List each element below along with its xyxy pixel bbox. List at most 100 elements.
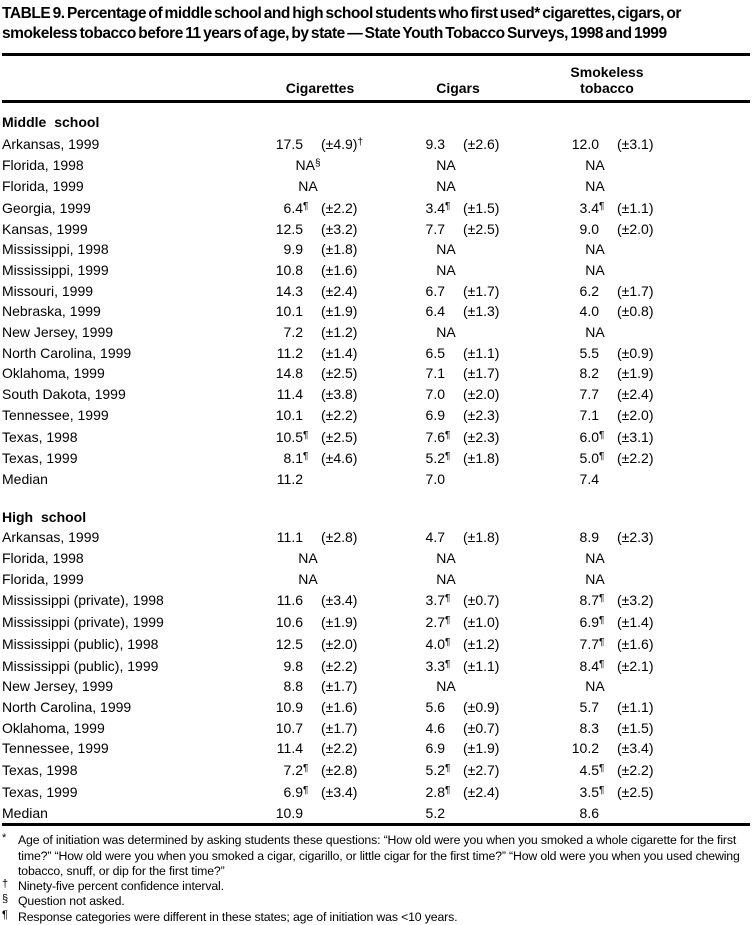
percentage-value: 4.0 [425,635,445,652]
value-cell: 11.4 [240,738,312,759]
percentage-value: 10.5 [275,428,303,445]
percentage-value: 4.6 [425,719,445,736]
table-body: Middle school Arkansas, 1999 17.5 (±4.9)† 9.… [2,102,750,824]
value-cell: 4.6 [376,718,454,739]
state-label: North Carolina, 1999 [2,698,132,715]
state-label: Texas, 1998 [2,428,78,445]
table-row: South Dakota, 1999 11.4 (±3.8) 7.0 (±2.0) 7.7… [2,384,750,405]
table-row: Missouri, 1999 14.3 (±2.4) 6.7 (±1.7) 6.2 (±1.… [2,281,750,302]
ci-cell: (±3.2) [608,589,674,611]
state-label: Oklahoma, 1999 [2,719,105,736]
confidence-interval: (±2.6) [463,135,500,152]
confidence-interval: (±1.4) [321,344,358,361]
confidence-interval: (±1.2) [463,635,500,652]
spacer-cell [674,548,750,569]
percentage-value: 3.4 [579,199,600,216]
table-row: North Carolina, 1999 11.2 (±1.4) 6.5 (±1.1) 5… [2,343,750,364]
na-cell: NA [376,260,516,281]
na-value: NA [298,178,318,195]
column-header-label: Smokeless tobacco [570,64,644,96]
ci-cell: (±1.4) [608,611,674,633]
table-row: Mississippi (private), 1999 10.6 (±1.9) 2.7… [2,611,750,633]
percentage-value: 17.5 [275,135,303,152]
percentage-value: 10.6 [275,614,303,631]
value-cell: 12.5 [240,633,312,655]
confidence-interval: (±2.0) [321,635,358,652]
ci-cell: (±1.1) [454,343,516,364]
value-cell: 6.4 [376,301,454,322]
confidence-interval: (±2.8) [321,529,358,546]
percentage-value: 8.6 [579,804,600,821]
percentage-value: 8.9 [579,529,600,546]
percentage-value: 10.8 [275,261,303,278]
percentage-value: 10.9 [275,698,303,715]
table-row: Texas, 1999 8.1¶ (±4.6) 5.2¶ (±1.8) 5.0¶ (±2.2… [2,447,750,469]
spacer-cell [674,322,750,343]
ci-cell: (±2.5) [312,426,376,448]
ci-cell: (±1.7) [312,676,376,697]
spacer-cell [674,611,750,633]
confidence-interval: (±1.8) [321,241,358,258]
state-label: Mississippi (private), 1999 [2,614,164,631]
percentage-value: 4.0 [579,303,600,320]
ci-cell: (±1.9) [312,301,376,322]
confidence-interval: (±2.2) [617,762,654,779]
value-cell: 17.5 [240,133,312,155]
header-row: Cigarettes Cigars Smokeless tobacco [2,56,750,103]
confidence-interval: (±4.9) [321,135,358,152]
confidence-interval: (±2.2) [617,450,654,467]
percentage-value: 9.8 [283,657,303,674]
percentage-value: 10.2 [571,740,600,757]
ci-cell: (±0.7) [454,718,516,739]
confidence-interval: (±2.4) [321,282,358,299]
value-cell: 11.1 [240,527,312,548]
value-footnote-mark: ¶ [303,784,309,796]
spacer-cell [674,219,750,240]
percentage-value: 5.2 [425,804,445,821]
confidence-interval: (±1.6) [321,261,358,278]
na-cell: NA [376,548,516,569]
value-cell: 10.8 [240,260,312,281]
percentage-value: 10.9 [275,804,303,821]
confidence-interval: (±3.4) [617,740,654,757]
spacer-cell [674,343,750,364]
spacer-cell [674,197,750,219]
table-row: Mississippi (public), 1999 9.8 (±2.2) 3.3¶(… [2,655,750,677]
percentage-value: 9.0 [579,220,600,237]
state-label: New Jersey, 1999 [2,324,114,341]
percentage-value: 7.0 [425,470,445,487]
percentage-value: 7.4 [579,470,600,487]
percentage-value: 6.9 [579,614,600,631]
ci-cell: (±4.9)† [312,133,376,155]
footnotes: * Age of initiation was determined by ask… [2,832,750,925]
value-footnote-mark: ¶ [445,784,451,796]
percentage-value: 11.1 [276,529,303,546]
value-cell: 9.3 [376,133,454,155]
percentage-value: 3.4 [425,199,445,216]
percentage-value: 7.2 [283,324,303,341]
value-cell: 7.2 [240,322,312,343]
table-row: Kansas, 1999 12.5 (±3.2) 7.7 (±2.5) 9.0 (±2.0) [2,219,750,240]
value-cell: 6.9 [376,738,454,759]
state-label: Arkansas, 1999 [2,135,100,152]
column-header-empty [2,56,240,103]
value-cell: 4.0 [516,301,608,322]
na-value: NA [295,157,315,174]
percentage-value: 4.7 [425,529,445,546]
ci-cell: (±2.5) [312,363,376,384]
value-footnote-mark: ¶ [599,593,605,605]
percentage-value: 11.6 [276,592,303,609]
value-cell: 14.8 [240,363,312,384]
value-footnote-mark: ¶ [599,429,605,441]
percentage-value: 8.2 [579,365,600,382]
ci-cell [608,469,674,490]
na-value: NA [585,324,605,341]
spacer-cell [674,589,750,611]
ci-cell: (±1.8) [454,527,516,548]
ci-cell: (±1.8) [312,239,376,260]
ci-cell: (±3.1) [608,426,674,448]
column-header-cigars: Cigars [376,56,517,103]
table-row: Texas, 1998 10.5¶ (±2.5) 7.6¶ (±2.3) 6.0¶ (±3.… [2,426,750,448]
percentage-value: 7.2 [283,762,303,779]
confidence-interval: (±1.0) [463,614,500,631]
